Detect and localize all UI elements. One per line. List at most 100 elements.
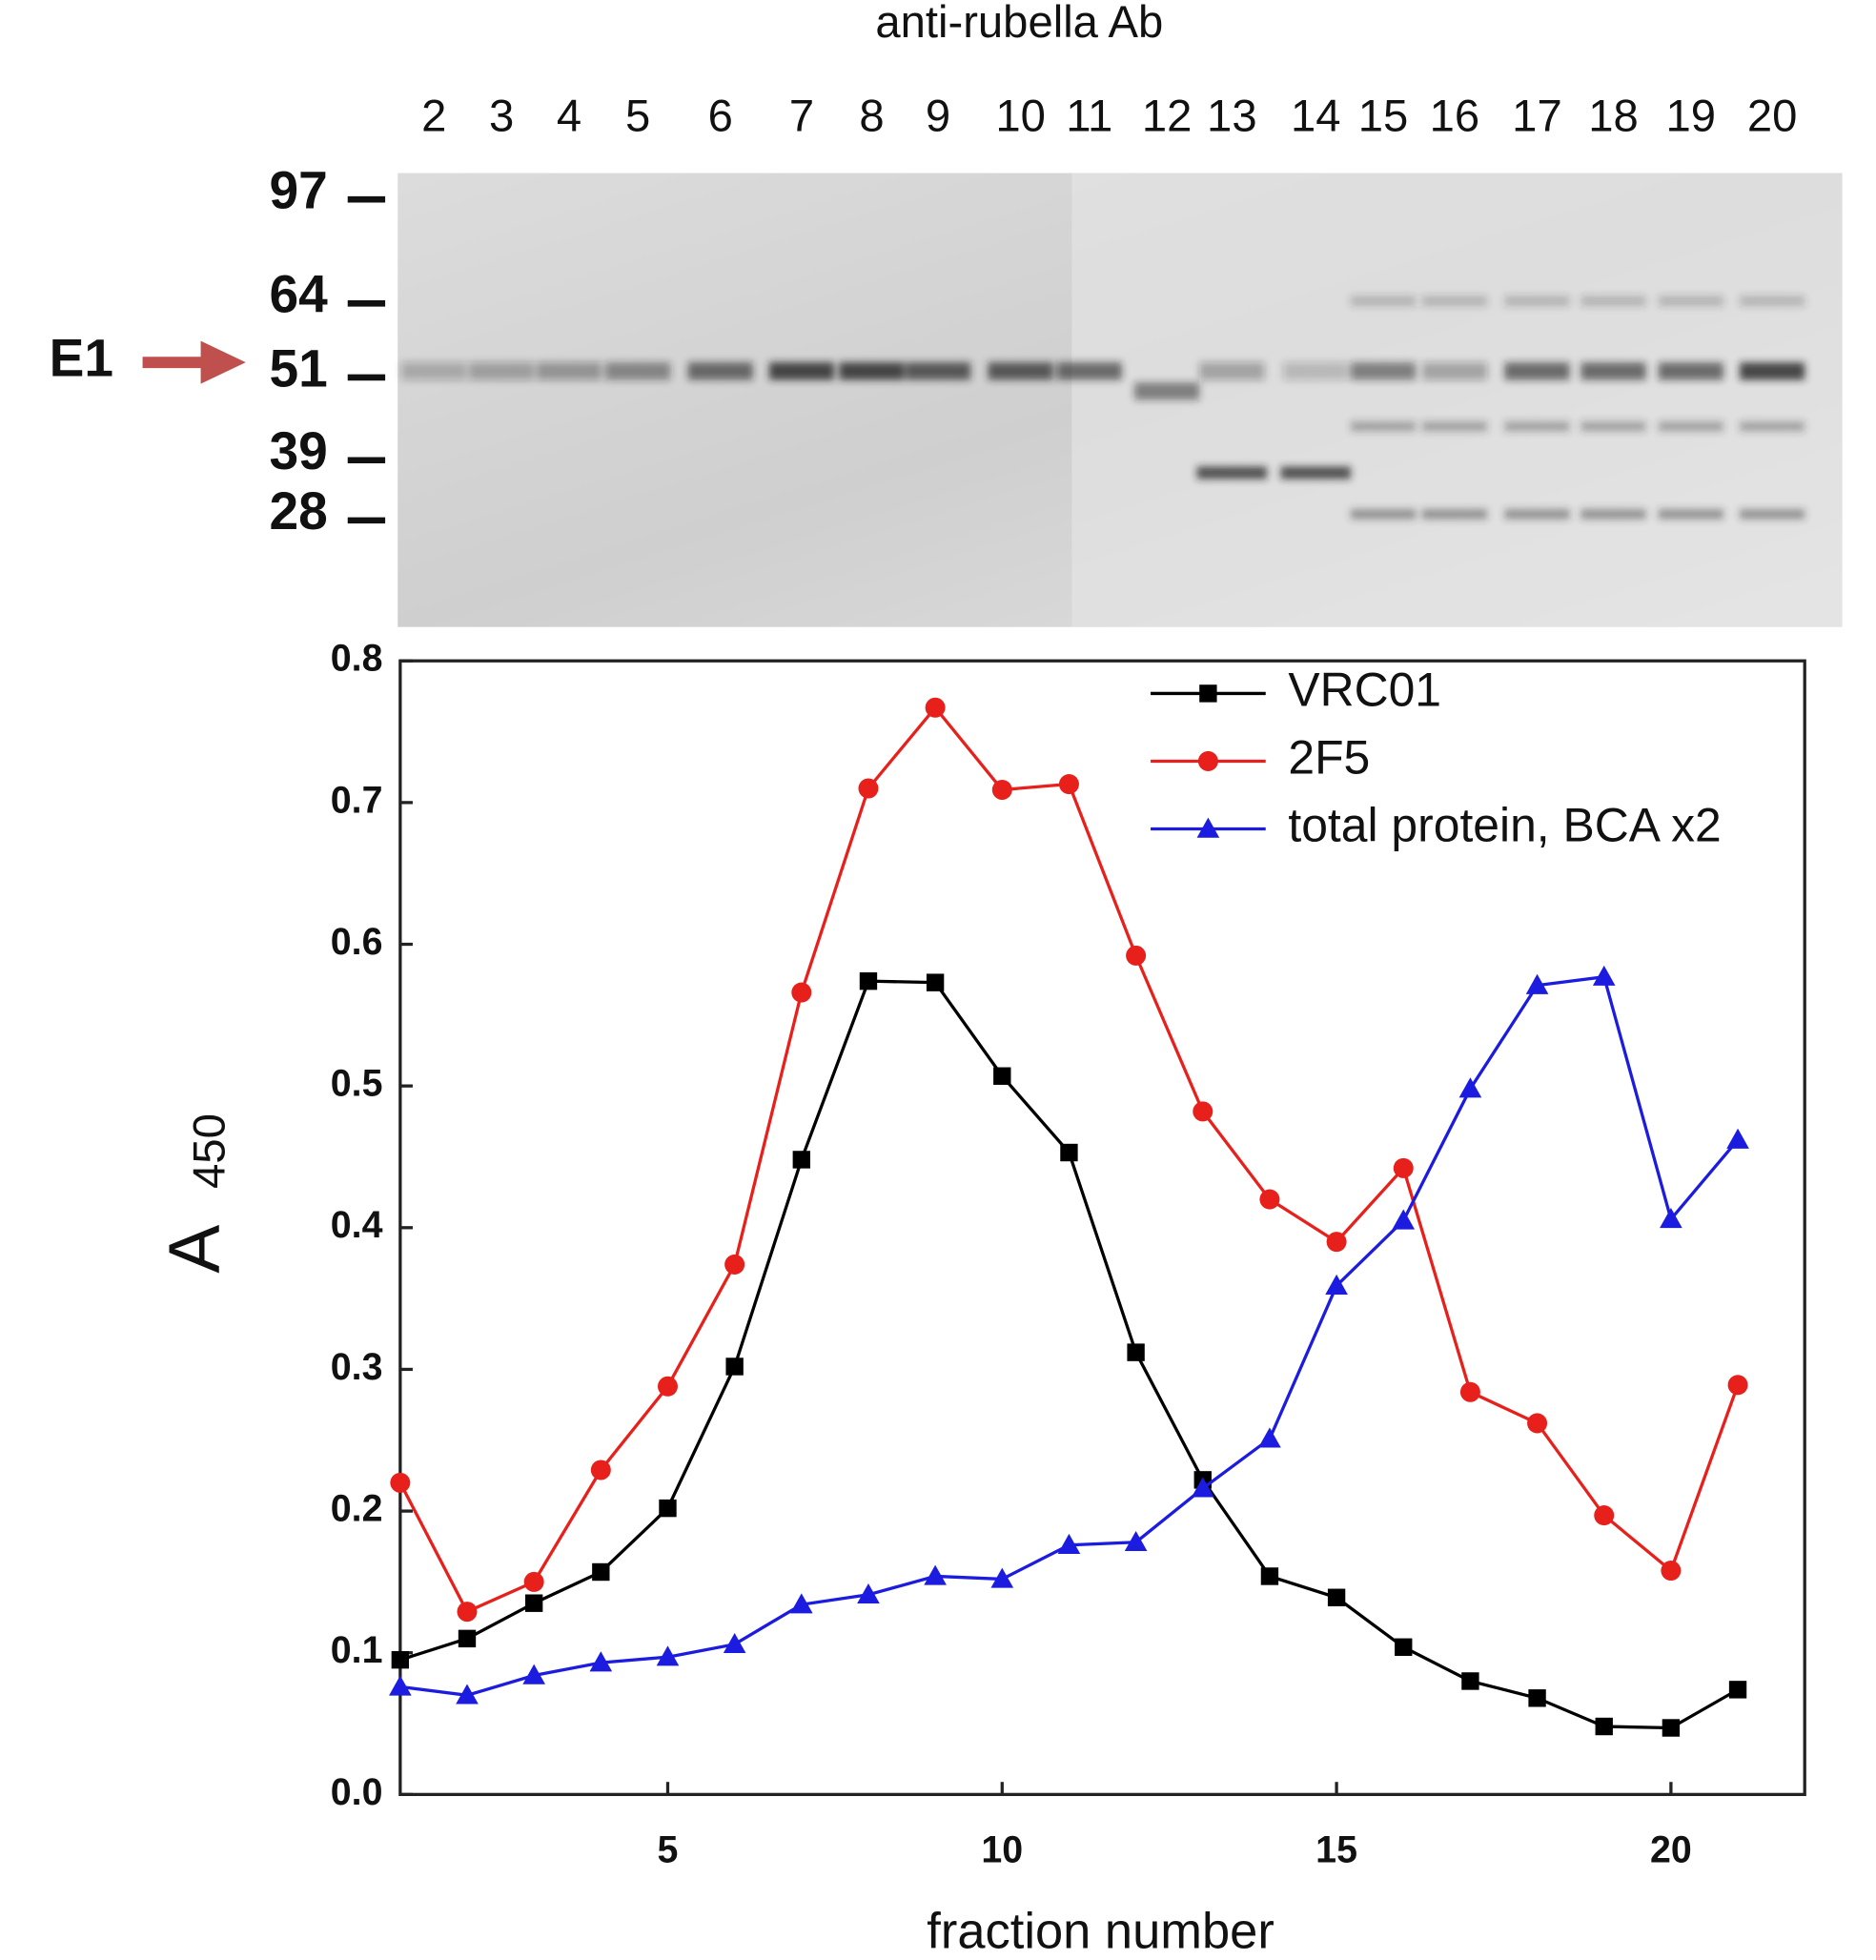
data-point bbox=[1392, 1209, 1416, 1230]
data-point bbox=[924, 1564, 947, 1585]
lane-label: 16 bbox=[1430, 91, 1480, 141]
data-point bbox=[1525, 973, 1549, 994]
gel-band bbox=[1056, 362, 1122, 380]
data-point bbox=[1661, 1560, 1682, 1582]
data-point bbox=[1595, 1717, 1613, 1736]
gel-band bbox=[1504, 420, 1570, 432]
lane-label: 4 bbox=[557, 91, 581, 141]
data-point bbox=[1127, 1343, 1145, 1361]
lane-label: 15 bbox=[1358, 91, 1409, 141]
x-tick-label: 15 bbox=[1315, 1828, 1357, 1870]
y-label-sub: 450 bbox=[185, 1113, 235, 1189]
data-point bbox=[1726, 1128, 1749, 1149]
lane-label: 8 bbox=[859, 91, 884, 141]
lane-label: 9 bbox=[926, 91, 950, 141]
marker-label: 39 bbox=[269, 421, 327, 480]
lane-label: 5 bbox=[625, 91, 650, 141]
lane-label: 3 bbox=[489, 91, 514, 141]
y-label-main: A bbox=[154, 1225, 235, 1274]
y-tick-label: 0.2 bbox=[331, 1487, 383, 1529]
gel-band bbox=[1421, 420, 1487, 432]
y-tick-label: 0.7 bbox=[331, 779, 383, 821]
y-tick-label: 0.5 bbox=[331, 1063, 383, 1105]
y-tick-label: 0.6 bbox=[331, 921, 383, 963]
lane-label: 14 bbox=[1291, 91, 1341, 141]
series-line bbox=[399, 974, 1740, 1697]
gel-band bbox=[1504, 296, 1570, 306]
data-point bbox=[592, 1562, 610, 1582]
y-tick-label: 0.0 bbox=[331, 1771, 383, 1813]
data-point bbox=[1728, 1681, 1747, 1699]
data-point bbox=[1393, 1157, 1414, 1178]
gel-band bbox=[469, 362, 535, 380]
lane-label: 18 bbox=[1588, 91, 1639, 141]
y-tick-label: 0.1 bbox=[331, 1629, 383, 1671]
marker-label: 64 bbox=[269, 265, 328, 324]
data-point bbox=[1395, 1638, 1413, 1656]
data-point bbox=[1060, 1143, 1078, 1162]
data-point bbox=[659, 1499, 677, 1518]
gel-band bbox=[1350, 362, 1417, 380]
data-point bbox=[1461, 1672, 1479, 1690]
gel-band bbox=[1350, 509, 1417, 520]
gel-band bbox=[1504, 362, 1570, 380]
gel-band bbox=[1658, 509, 1723, 520]
y-tick-label: 0.4 bbox=[331, 1204, 383, 1246]
gel-band bbox=[536, 362, 602, 380]
legend-marker bbox=[1196, 817, 1220, 838]
data-point bbox=[1258, 1427, 1281, 1448]
lane-label: 2 bbox=[421, 91, 446, 141]
data-point bbox=[390, 1472, 411, 1493]
gel-band bbox=[905, 362, 971, 380]
data-point bbox=[1327, 1588, 1346, 1606]
legend-label: 2F5 bbox=[1288, 731, 1370, 785]
data-point bbox=[456, 1684, 479, 1705]
data-point bbox=[1126, 945, 1147, 966]
gel-band bbox=[1196, 466, 1268, 480]
lane-label: 7 bbox=[789, 91, 814, 141]
data-point bbox=[926, 973, 945, 991]
data-point bbox=[457, 1602, 478, 1623]
data-point bbox=[990, 1567, 1014, 1588]
x-tick-label: 20 bbox=[1650, 1828, 1692, 1870]
data-point bbox=[1459, 1381, 1480, 1402]
gel-band bbox=[1739, 296, 1805, 306]
data-point bbox=[1325, 1274, 1348, 1295]
lane-label: 10 bbox=[995, 91, 1046, 141]
data-point bbox=[657, 1376, 678, 1397]
data-point bbox=[789, 1593, 813, 1614]
lane-label: 20 bbox=[1747, 91, 1798, 141]
data-point bbox=[590, 1460, 611, 1480]
data-point bbox=[991, 779, 1012, 801]
data-point bbox=[589, 1651, 613, 1672]
lane-label: 19 bbox=[1666, 91, 1717, 141]
gel-band bbox=[1739, 362, 1805, 380]
gel-panel bbox=[1071, 173, 1843, 627]
data-point bbox=[524, 1594, 543, 1612]
data-point bbox=[724, 1254, 745, 1275]
x-axis-label: fraction number bbox=[927, 1904, 1274, 1960]
y-axis-label: A 450 bbox=[154, 1113, 235, 1274]
data-point bbox=[1058, 774, 1079, 795]
data-point bbox=[858, 778, 879, 799]
data-point bbox=[1662, 1719, 1681, 1737]
data-point bbox=[1727, 1375, 1748, 1396]
marker-label: 28 bbox=[269, 481, 327, 541]
data-point bbox=[389, 1675, 412, 1696]
data-point bbox=[1326, 1232, 1347, 1253]
band-label: E1 bbox=[50, 329, 113, 388]
data-point bbox=[1193, 1101, 1213, 1122]
lane-label: 13 bbox=[1207, 91, 1257, 141]
data-point bbox=[857, 1582, 880, 1603]
data-point bbox=[925, 697, 946, 718]
gel-band bbox=[1739, 509, 1805, 520]
data-point bbox=[1660, 1208, 1682, 1229]
legend-label: VRC01 bbox=[1288, 664, 1441, 717]
marker-label: 51 bbox=[269, 338, 327, 398]
gel-band bbox=[768, 362, 835, 380]
gel-band bbox=[401, 362, 467, 380]
gel-band bbox=[1133, 382, 1200, 400]
data-point bbox=[792, 1151, 810, 1169]
